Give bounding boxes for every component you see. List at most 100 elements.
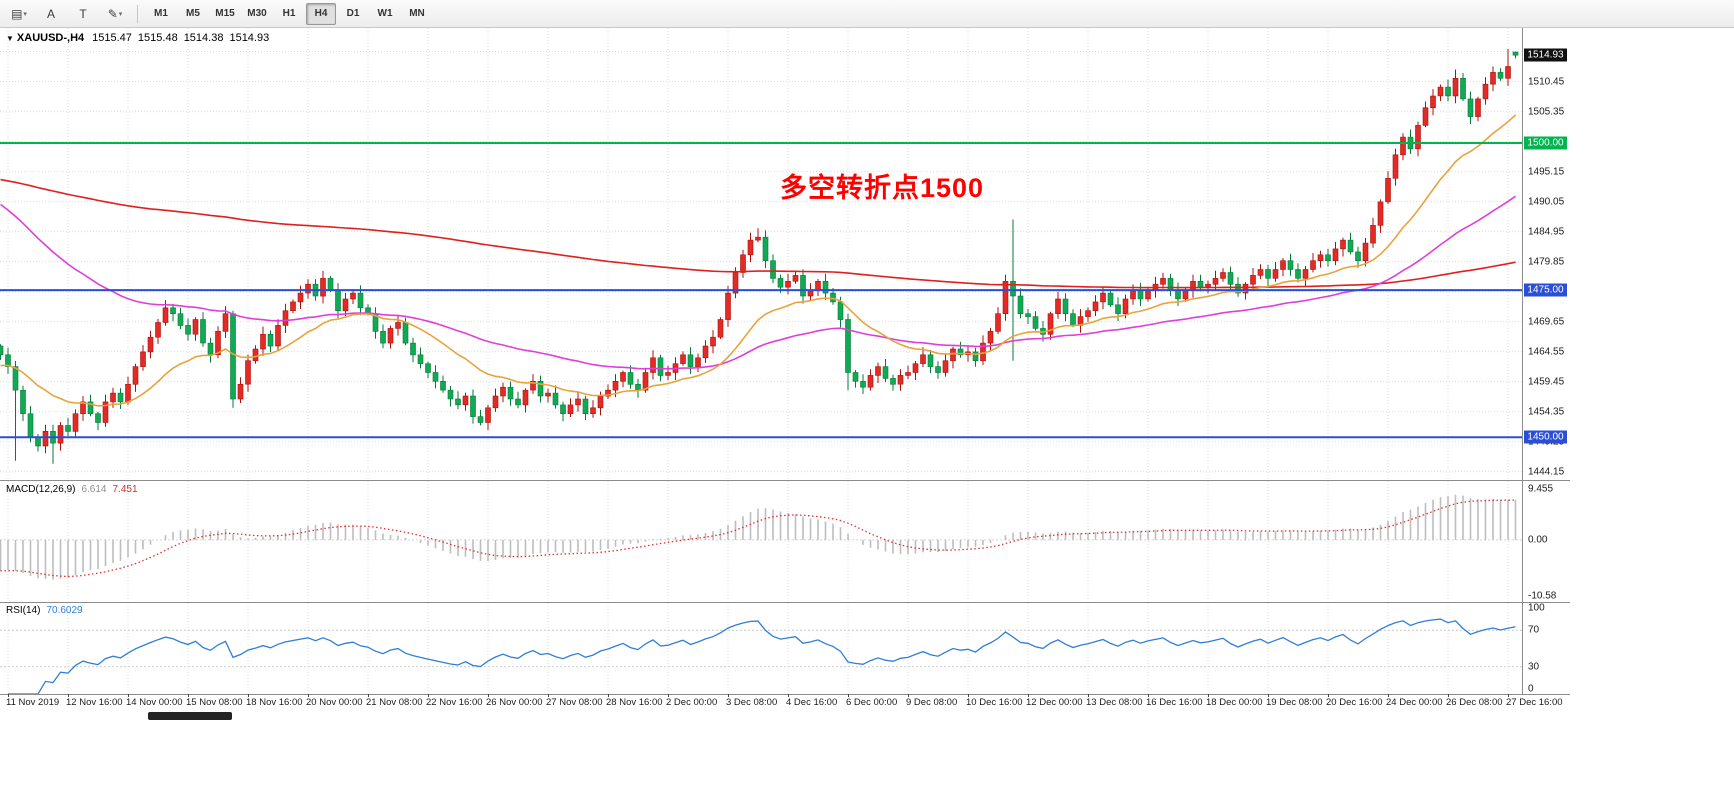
letter-t-button[interactable]: T xyxy=(68,3,98,25)
time-tick-mark xyxy=(308,694,309,697)
letter-t-icon: T xyxy=(79,6,87,21)
timeframe-button-m1[interactable]: M1 xyxy=(154,8,168,19)
timeframe-button-m5[interactable]: M5 xyxy=(186,8,200,19)
time-tick-mark xyxy=(908,694,909,697)
time-tick-mark xyxy=(848,694,849,697)
time-tick-mark xyxy=(1508,694,1509,697)
time-tick-mark xyxy=(368,694,369,697)
time-tick-mark xyxy=(1028,694,1029,697)
macd-signal-value: 7.451 xyxy=(112,484,138,495)
time-tick-label: 24 Dec 00:00 xyxy=(1386,697,1443,708)
macd-main-value: 6.614 xyxy=(81,484,107,495)
price-line-badge: 1500.00 xyxy=(1524,136,1567,150)
rsi-panel-canvas[interactable] xyxy=(0,603,1522,694)
high-value: 1515.48 xyxy=(137,32,178,44)
macd-axis-label: -10.58 xyxy=(1528,590,1557,602)
time-tick-mark xyxy=(728,694,729,697)
rsi-header: RSI(14) 70.6029 xyxy=(6,605,83,616)
timeframe-button-d1[interactable]: D1 xyxy=(346,8,360,19)
timeframe-button-m15[interactable]: M15 xyxy=(215,8,235,19)
time-tick-mark xyxy=(1088,694,1089,697)
panel-separator[interactable] xyxy=(0,479,1570,481)
chart-area: ▼ XAUUSD-,H4 1515.47 1515.48 1514.38 1514.93 … xyxy=(0,28,1734,795)
timeframe-button-h1[interactable]: H1 xyxy=(282,8,296,19)
time-tick-label: 12 Nov 16:00 xyxy=(66,697,123,708)
macd-signal-line xyxy=(0,499,1516,578)
price-tick-label: 1464.55 xyxy=(1528,346,1565,358)
time-tick-mark xyxy=(8,694,9,697)
time-tick-mark xyxy=(668,694,669,697)
rsi-axis-label: 100 xyxy=(1528,602,1545,614)
time-tick-label: 9 Dec 08:00 xyxy=(906,697,958,708)
draw-tools-icon: ✎ xyxy=(107,6,118,21)
time-tick-label: 19 Dec 08:00 xyxy=(1266,697,1323,708)
time-tick-label: 18 Nov 16:00 xyxy=(246,697,303,708)
price-tick-label: 1454.35 xyxy=(1528,406,1565,418)
time-tick-label: 20 Nov 00:00 xyxy=(306,697,363,708)
chevron-down-icon[interactable]: ▼ xyxy=(6,34,14,43)
time-tick-label: 4 Dec 16:00 xyxy=(786,697,838,708)
time-tick-label: 22 Nov 16:00 xyxy=(426,697,483,708)
time-tick-label: 21 Nov 08:00 xyxy=(366,697,423,708)
rsi-line xyxy=(8,618,1516,694)
macd-axis-label: 0.00 xyxy=(1528,534,1548,546)
chart-ohlc-header: ▼ XAUUSD-,H4 1515.47 1515.48 1514.38 1514.93 xyxy=(6,32,275,44)
rsi-value: 70.6029 xyxy=(46,605,83,616)
price-tick-label: 1490.05 xyxy=(1528,196,1565,208)
rsi-axis-label: 30 xyxy=(1528,661,1540,673)
moving-averages-layer xyxy=(0,114,1517,407)
time-tick-mark xyxy=(188,694,189,697)
price-tick-label: 1444.15 xyxy=(1528,466,1565,478)
rsi-axis-label: 0 xyxy=(1528,683,1534,695)
timeframe-button-m30[interactable]: M30 xyxy=(247,8,267,19)
time-tick-label: 6 Dec 00:00 xyxy=(846,697,898,708)
timeframe-group: M1 M5 M15 M30 H1 H4 D1 W1 MN xyxy=(145,2,433,25)
time-tick-label: 20 Dec 16:00 xyxy=(1326,697,1383,708)
timeframe-button-h4[interactable]: H4 xyxy=(306,2,336,25)
current-price-badge: 1514.93 xyxy=(1524,48,1567,62)
dropdown-caret-icon: ▾ xyxy=(23,10,27,18)
time-tick-label: 2 Dec 00:00 xyxy=(666,697,718,708)
panel-separator[interactable] xyxy=(0,601,1570,603)
time-tick-mark xyxy=(968,694,969,697)
top-toolbar: ▤ ▾ A T ✎ ▾ M1 M5 M15 M30 H1 H4 D1 W1 MN xyxy=(0,0,1734,28)
candles-layer xyxy=(0,48,1519,464)
time-tick-label: 15 Nov 08:00 xyxy=(186,697,243,708)
time-tick-mark xyxy=(1388,694,1389,697)
price-tick-label: 1484.95 xyxy=(1528,226,1565,238)
time-tick-mark xyxy=(68,694,69,697)
time-tick-label: 3 Dec 08:00 xyxy=(726,697,778,708)
time-tick-mark xyxy=(608,694,609,697)
time-tick-mark xyxy=(1208,694,1209,697)
main-chart-canvas[interactable] xyxy=(0,28,1522,479)
price-tick-label: 1469.65 xyxy=(1528,316,1565,328)
symbol-period-label: XAUUSD-,H4 xyxy=(16,32,85,44)
time-tick-mark xyxy=(1328,694,1329,697)
price-axis[interactable]: 1510.45 1505.35 1495.15 1490.05 1484.95 1479.… xyxy=(1522,28,1571,695)
letter-a-button[interactable]: A xyxy=(36,3,66,25)
macd-panel-canvas[interactable] xyxy=(0,481,1522,601)
time-tick-label: 18 Dec 00:00 xyxy=(1206,697,1263,708)
price-tick-label: 1505.35 xyxy=(1528,106,1565,118)
draw-tools-button[interactable]: ✎ ▾ xyxy=(100,3,130,25)
price-line-badge: 1450.00 xyxy=(1524,430,1567,444)
time-tick-label: 26 Dec 08:00 xyxy=(1446,697,1503,708)
timeframe-button-mn[interactable]: MN xyxy=(409,8,425,19)
time-tick-label: 11 Nov 2019 xyxy=(6,697,60,708)
time-axis[interactable]: 11 Nov 2019 12 Nov 16:00 14 Nov 00:00 15 No… xyxy=(0,694,1570,713)
time-tick-label: 28 Nov 16:00 xyxy=(606,697,663,708)
chart-window-button[interactable]: ▤ ▾ xyxy=(4,3,34,25)
timeframe-button-w1[interactable]: W1 xyxy=(377,8,393,19)
chart-bottom-border xyxy=(0,694,1570,695)
toolbar-separator xyxy=(137,4,138,23)
time-tick-mark xyxy=(788,694,789,697)
letter-a-icon: A xyxy=(46,6,55,21)
low-value: 1514.38 xyxy=(183,32,224,44)
toolbar-icon-group: ▤ ▾ A T ✎ ▾ xyxy=(4,3,130,25)
time-tick-label: 26 Nov 00:00 xyxy=(486,697,543,708)
time-tick-label: 13 Dec 08:00 xyxy=(1086,697,1143,708)
time-tick-mark xyxy=(1448,694,1449,697)
rsi-grid xyxy=(0,603,1522,694)
time-tick-mark xyxy=(128,694,129,697)
